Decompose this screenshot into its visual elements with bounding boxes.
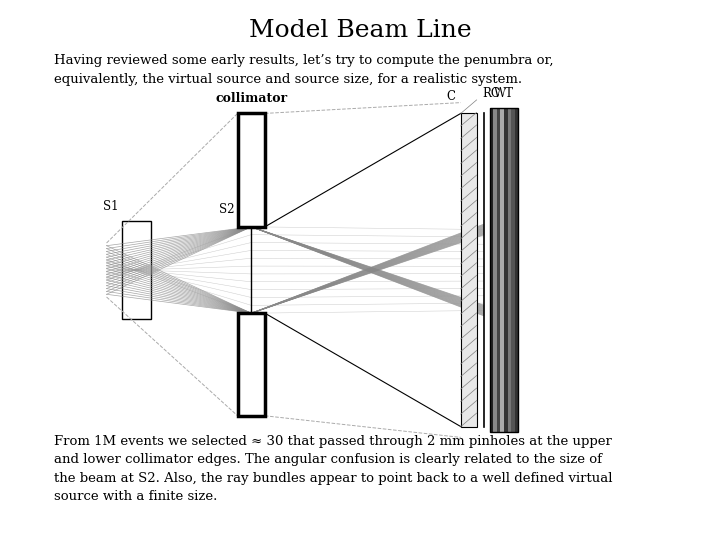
Text: WT: WT	[494, 87, 514, 100]
Text: Model Beam Line: Model Beam Line	[248, 19, 472, 42]
Text: RC: RC	[482, 87, 500, 100]
Text: Having reviewed some early results, let’s try to compute the penumbra or,
equiva: Having reviewed some early results, let’…	[54, 54, 554, 85]
Bar	[238, 113, 265, 227]
Bar	[490, 108, 518, 432]
Text: S1: S1	[103, 200, 119, 213]
Bar	[504, 108, 508, 432]
Bar	[500, 108, 504, 432]
Bar	[490, 108, 493, 432]
Bar	[515, 108, 518, 432]
Text: C: C	[446, 90, 455, 103]
Bar	[493, 108, 497, 432]
Bar	[497, 108, 500, 432]
Text: collimator: collimator	[215, 92, 287, 105]
Bar	[461, 113, 477, 427]
Bar	[511, 108, 515, 432]
Text: S2: S2	[218, 203, 234, 216]
Text: From 1M events we selected ≈ 30 that passed through 2 mm pinholes at the upper
a: From 1M events we selected ≈ 30 that pas…	[54, 435, 613, 503]
Bar	[238, 313, 265, 416]
Bar	[122, 221, 151, 319]
Bar	[508, 108, 511, 432]
